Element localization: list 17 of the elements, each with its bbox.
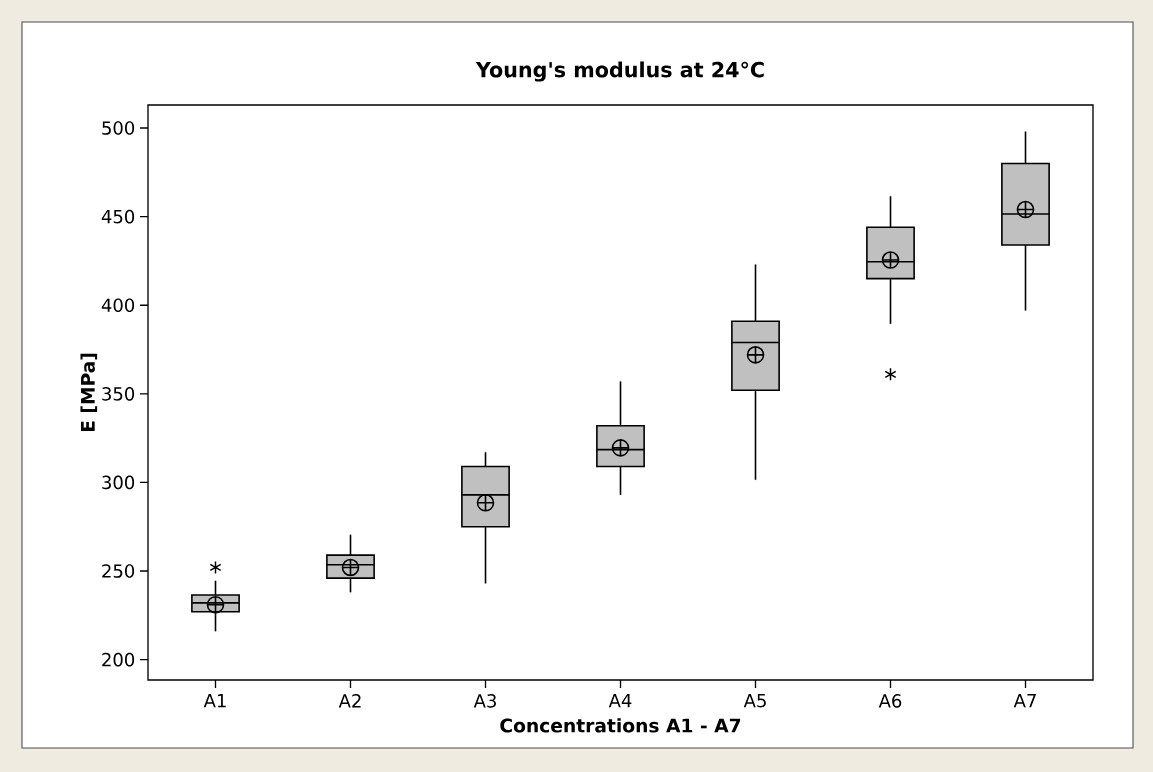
x-tick-label: A6 (878, 694, 902, 708)
x-tick-label: A2 (338, 694, 361, 708)
x-axis-title: Concentrations A1 - A7 (500, 718, 741, 733)
y-tick-label: 250 (102, 564, 135, 578)
x-tick-label: A5 (743, 694, 766, 708)
chart-title: Young's modulus at 24°C (475, 61, 764, 82)
y-axis-title: E [MPa] (80, 353, 98, 432)
y-tick-label: 450 (101, 209, 135, 224)
y-tick-label: 350 (102, 387, 135, 401)
x-tick-label: A1 (203, 694, 226, 708)
x-tick-label: A7 (1013, 694, 1036, 708)
x-tick-label: A4 (608, 694, 632, 708)
y-tick-label: 300 (102, 475, 135, 490)
y-tick-label: 200 (102, 652, 135, 667)
y-tick-label: 500 (102, 121, 135, 135)
x-tick-label: A3 (473, 694, 496, 708)
y-tick-label: 400 (101, 298, 135, 313)
